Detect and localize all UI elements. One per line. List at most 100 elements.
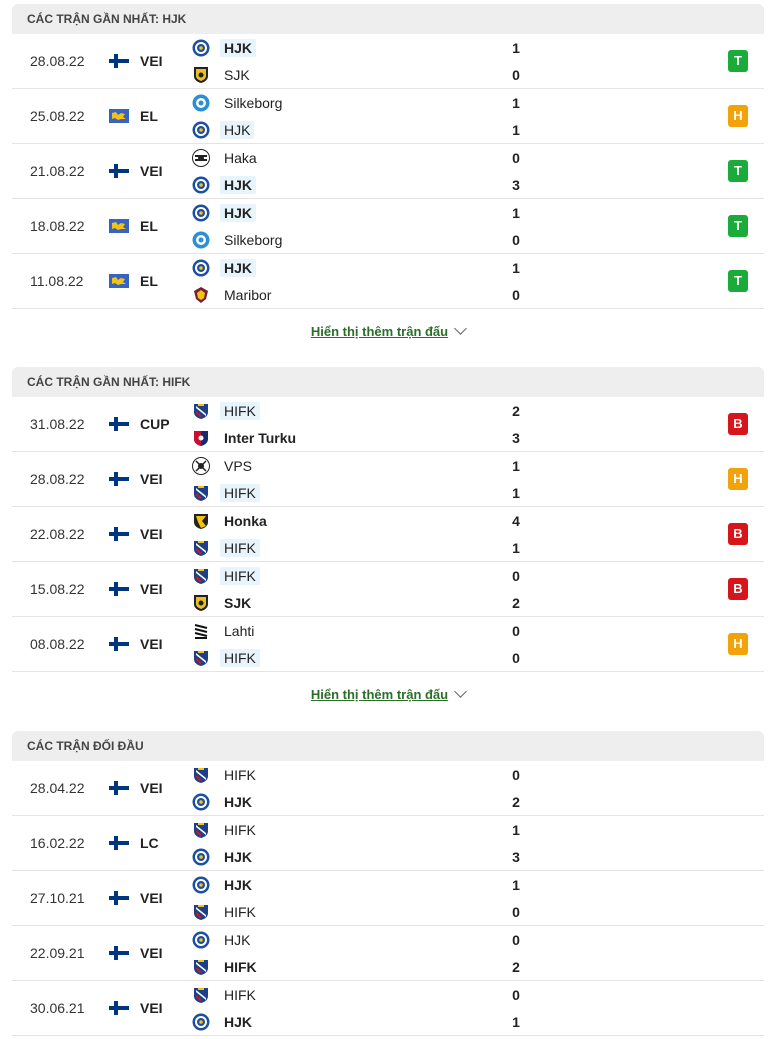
- away-team[interactable]: Maribor: [192, 284, 275, 306]
- home-team[interactable]: HIFK: [192, 819, 260, 841]
- show-more-link[interactable]: Hiển thị thêm trận đấu: [12, 672, 764, 717]
- match-row[interactable]: 11.08.22 EL HJK Maribor 1 0 T: [12, 254, 764, 309]
- away-team-name: Maribor: [224, 287, 272, 303]
- result-badge: H: [728, 468, 748, 490]
- match-date: 30.06.21: [30, 1000, 85, 1016]
- away-team-name: HIFK: [220, 539, 260, 557]
- section-title: Các trận gần nhất: HJK: [12, 4, 764, 34]
- away-team[interactable]: HJK: [192, 846, 256, 868]
- away-team[interactable]: HJK: [192, 1011, 256, 1033]
- hifk-logo-icon: [192, 484, 210, 502]
- hifk-logo-icon: [192, 903, 210, 921]
- away-score: 2: [512, 595, 520, 611]
- home-team[interactable]: HIFK: [192, 764, 260, 786]
- match-row[interactable]: 16.02.22 LC HIFK HJK 1 3: [12, 816, 764, 871]
- home-team[interactable]: Silkeborg: [192, 92, 286, 114]
- away-team-name: HIFK: [220, 484, 260, 502]
- hjk-logo-icon: [192, 1013, 210, 1031]
- league-name: VEI: [140, 890, 163, 906]
- home-team[interactable]: HIFK: [192, 984, 260, 1006]
- lahti-logo-icon: [192, 622, 210, 640]
- home-team[interactable]: HIFK: [192, 400, 260, 422]
- away-team-name: SJK: [224, 595, 252, 611]
- home-team[interactable]: Honka: [192, 510, 271, 532]
- show-more-link[interactable]: Hiển thị thêm trận đấu: [12, 309, 764, 354]
- hifk-logo-icon: [192, 567, 210, 585]
- match-row[interactable]: 28.08.22 VEI VPS HIFK 1 1 H: [12, 452, 764, 507]
- match-row[interactable]: 22.08.22 VEI Honka HIFK 4 1 B: [12, 507, 764, 562]
- hjk-logo-icon: [192, 259, 210, 277]
- home-score: 0: [512, 568, 520, 584]
- away-team-name: HJK: [220, 176, 257, 194]
- away-team[interactable]: HJK: [192, 119, 255, 141]
- league-name: VEI: [140, 526, 163, 542]
- vps-logo-icon: [192, 457, 210, 475]
- home-score: 1: [512, 95, 520, 111]
- away-team[interactable]: Inter Turku: [192, 427, 300, 449]
- away-team[interactable]: HIFK: [192, 537, 260, 559]
- hjk-logo-icon: [192, 848, 210, 866]
- match-row[interactable]: 22.09.21 VEI HJK HIFK 0 2: [12, 926, 764, 981]
- result-badge: T: [728, 160, 748, 182]
- match-row[interactable]: 31.08.22 CUP HIFK Inter Turku 2 3 B: [12, 397, 764, 452]
- section-title: Các trận đối đầu: [12, 731, 764, 761]
- away-team[interactable]: HJK: [192, 174, 257, 196]
- home-score: 1: [512, 822, 520, 838]
- home-team[interactable]: HIFK: [192, 565, 260, 587]
- show-more-label[interactable]: Hiển thị thêm trận đấu: [310, 687, 449, 702]
- home-team[interactable]: HJK: [192, 929, 254, 951]
- europe-flag-icon: [109, 109, 129, 123]
- home-team[interactable]: VPS: [192, 455, 256, 477]
- league-name: EL: [140, 108, 158, 124]
- match-row[interactable]: 30.06.21 VEI HIFK HJK 0 1: [12, 981, 764, 1036]
- away-team[interactable]: SJK: [192, 592, 255, 614]
- match-row[interactable]: 28.04.22 VEI HIFK HJK 0 2: [12, 761, 764, 816]
- match-date: 16.02.22: [30, 835, 85, 851]
- hifk-logo-icon: [192, 958, 210, 976]
- home-team[interactable]: Lahti: [192, 620, 258, 642]
- away-team[interactable]: HIFK: [192, 647, 260, 669]
- home-team[interactable]: HJK: [192, 257, 257, 279]
- show-more-label[interactable]: Hiển thị thêm trận đấu: [310, 324, 449, 339]
- hjk-logo-icon: [192, 876, 210, 894]
- home-team-name: Haka: [224, 150, 257, 166]
- away-team[interactable]: HIFK: [192, 482, 260, 504]
- maribor-logo-icon: [192, 286, 210, 304]
- home-team[interactable]: HJK: [192, 202, 257, 224]
- match-row[interactable]: 28.08.22 VEI HJK SJK 1 0 T: [12, 34, 764, 89]
- chevron-down-icon[interactable]: [454, 322, 467, 335]
- match-date: 15.08.22: [30, 581, 85, 597]
- home-team-name: HJK: [224, 932, 251, 948]
- europe-flag-icon: [109, 274, 129, 288]
- chevron-down-icon[interactable]: [454, 685, 467, 698]
- away-team[interactable]: SJK: [192, 64, 254, 86]
- home-team[interactable]: HJK: [192, 874, 256, 896]
- away-score: 0: [512, 904, 520, 920]
- home-score: 0: [512, 767, 520, 783]
- hjk-logo-icon: [192, 121, 210, 139]
- away-team-name: HJK: [224, 1014, 253, 1030]
- home-team[interactable]: Haka: [192, 147, 261, 169]
- match-row[interactable]: 08.08.22 VEI Lahti HIFK 0 0 H: [12, 617, 764, 672]
- away-team[interactable]: HIFK: [192, 901, 260, 923]
- result-badge: B: [728, 413, 748, 435]
- away-team[interactable]: Silkeborg: [192, 229, 286, 251]
- league-name: LC: [140, 835, 159, 851]
- home-team-name: HJK: [220, 39, 257, 57]
- away-score: 3: [512, 849, 520, 865]
- match-row[interactable]: 15.08.22 VEI HIFK SJK 0 2 B: [12, 562, 764, 617]
- hifk-logo-icon: [192, 539, 210, 557]
- home-team-name: VPS: [224, 458, 253, 474]
- away-team[interactable]: HJK: [192, 791, 256, 813]
- match-row[interactable]: 27.10.21 VEI HJK HIFK 1 0: [12, 871, 764, 926]
- match-row[interactable]: 21.08.22 VEI Haka HJK 0 3 T: [12, 144, 764, 199]
- match-row[interactable]: 25.08.22 EL Silkeborg HJK 1 1 H: [12, 89, 764, 144]
- match-row[interactable]: 18.08.22 EL HJK Silkeborg 1 0 T: [12, 199, 764, 254]
- hjk-logo-icon: [192, 793, 210, 811]
- home-team[interactable]: HJK: [192, 37, 257, 59]
- sjk-logo-icon: [192, 594, 210, 612]
- away-team-name: HIFK: [224, 959, 257, 975]
- away-team[interactable]: HIFK: [192, 956, 261, 978]
- finland-flag-icon: [109, 582, 129, 596]
- match-date: 08.08.22: [30, 636, 85, 652]
